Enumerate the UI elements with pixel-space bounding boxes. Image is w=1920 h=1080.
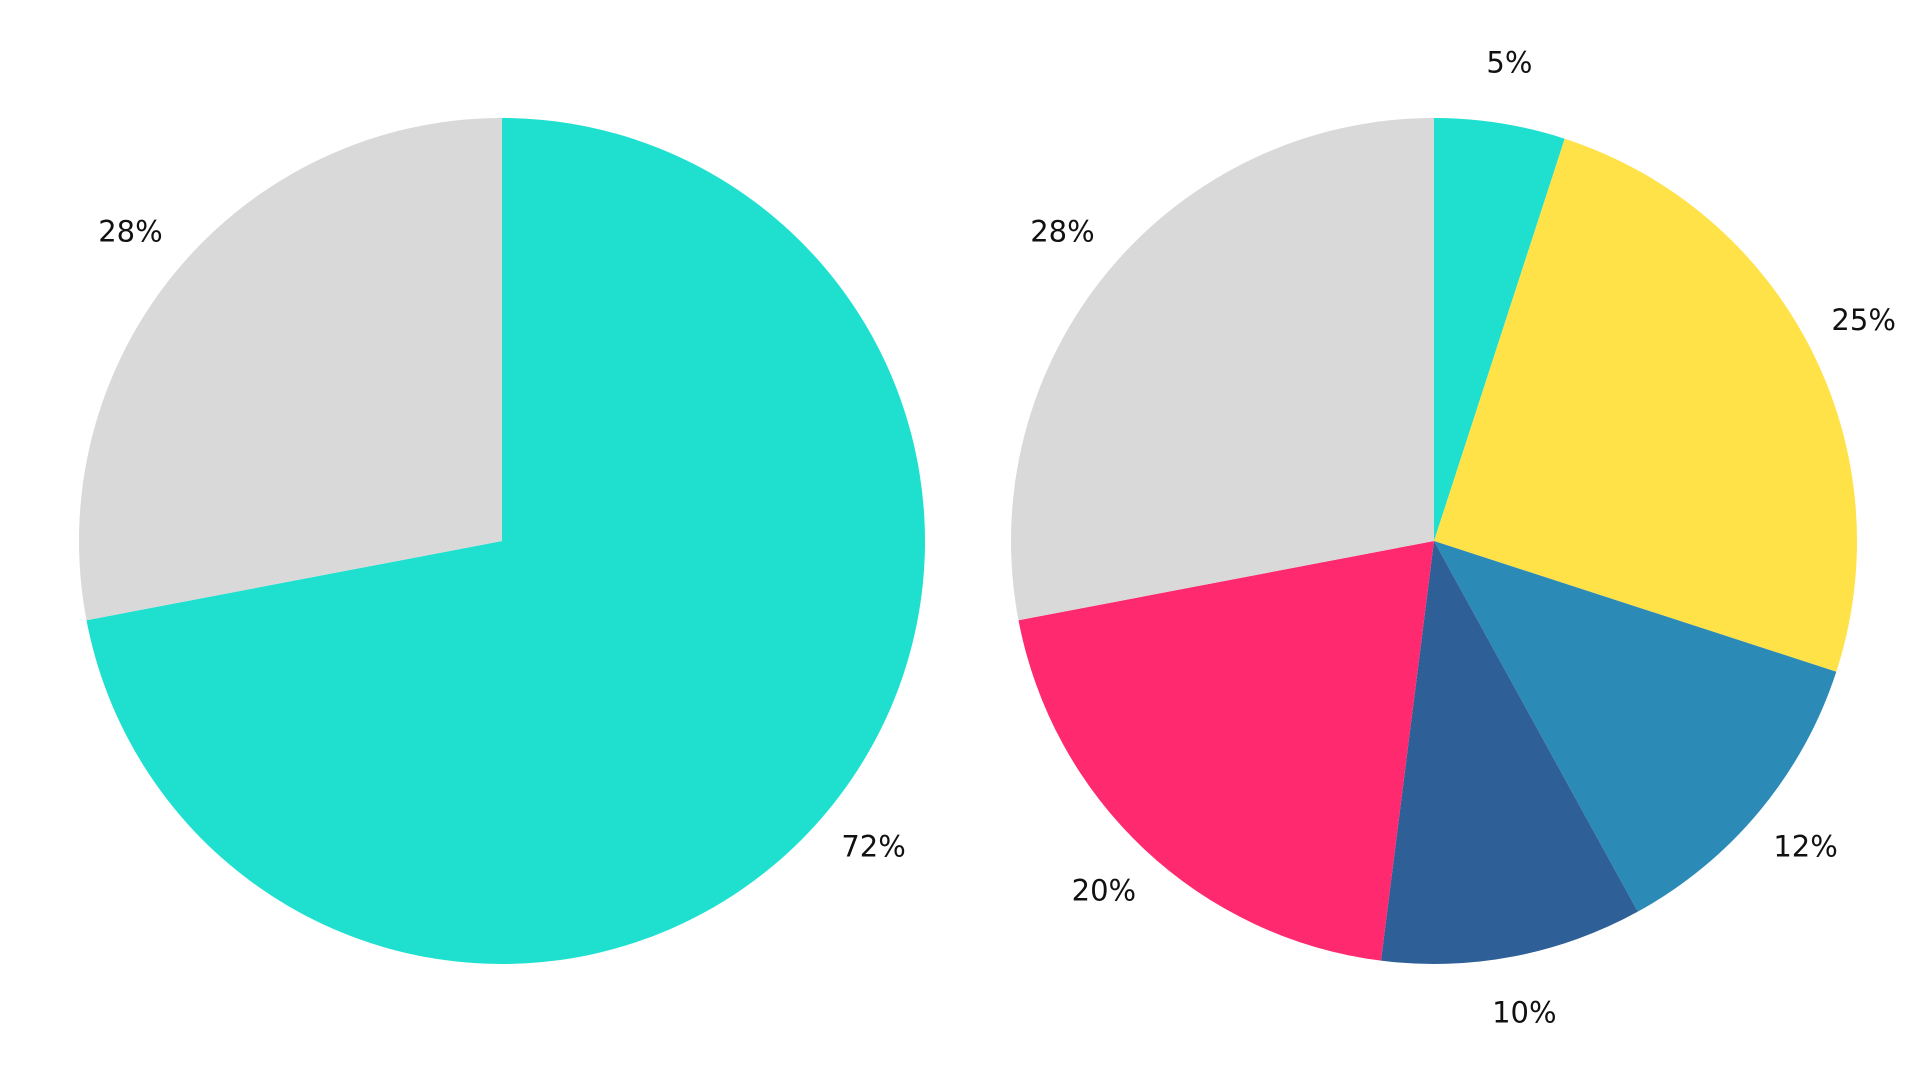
slice-label: 5% [1486,46,1532,80]
pie-slice [1434,138,1857,672]
pie-slice [1434,118,1565,541]
slice-label: 25% [1831,303,1895,337]
slice-label: 20% [1072,874,1136,908]
slice-label: 72% [841,829,905,863]
pie-slice [86,118,925,965]
pie-slice [78,118,502,621]
pie-slice [1434,541,1837,912]
slice-label: 12% [1773,829,1837,863]
pie-slice [1380,541,1638,964]
pie-slice [1010,118,1434,621]
slice-label: 28% [98,215,162,249]
slice-label: 10% [1492,996,1556,1030]
pie-slice [1018,541,1434,961]
slice-label: 28% [1030,215,1094,249]
